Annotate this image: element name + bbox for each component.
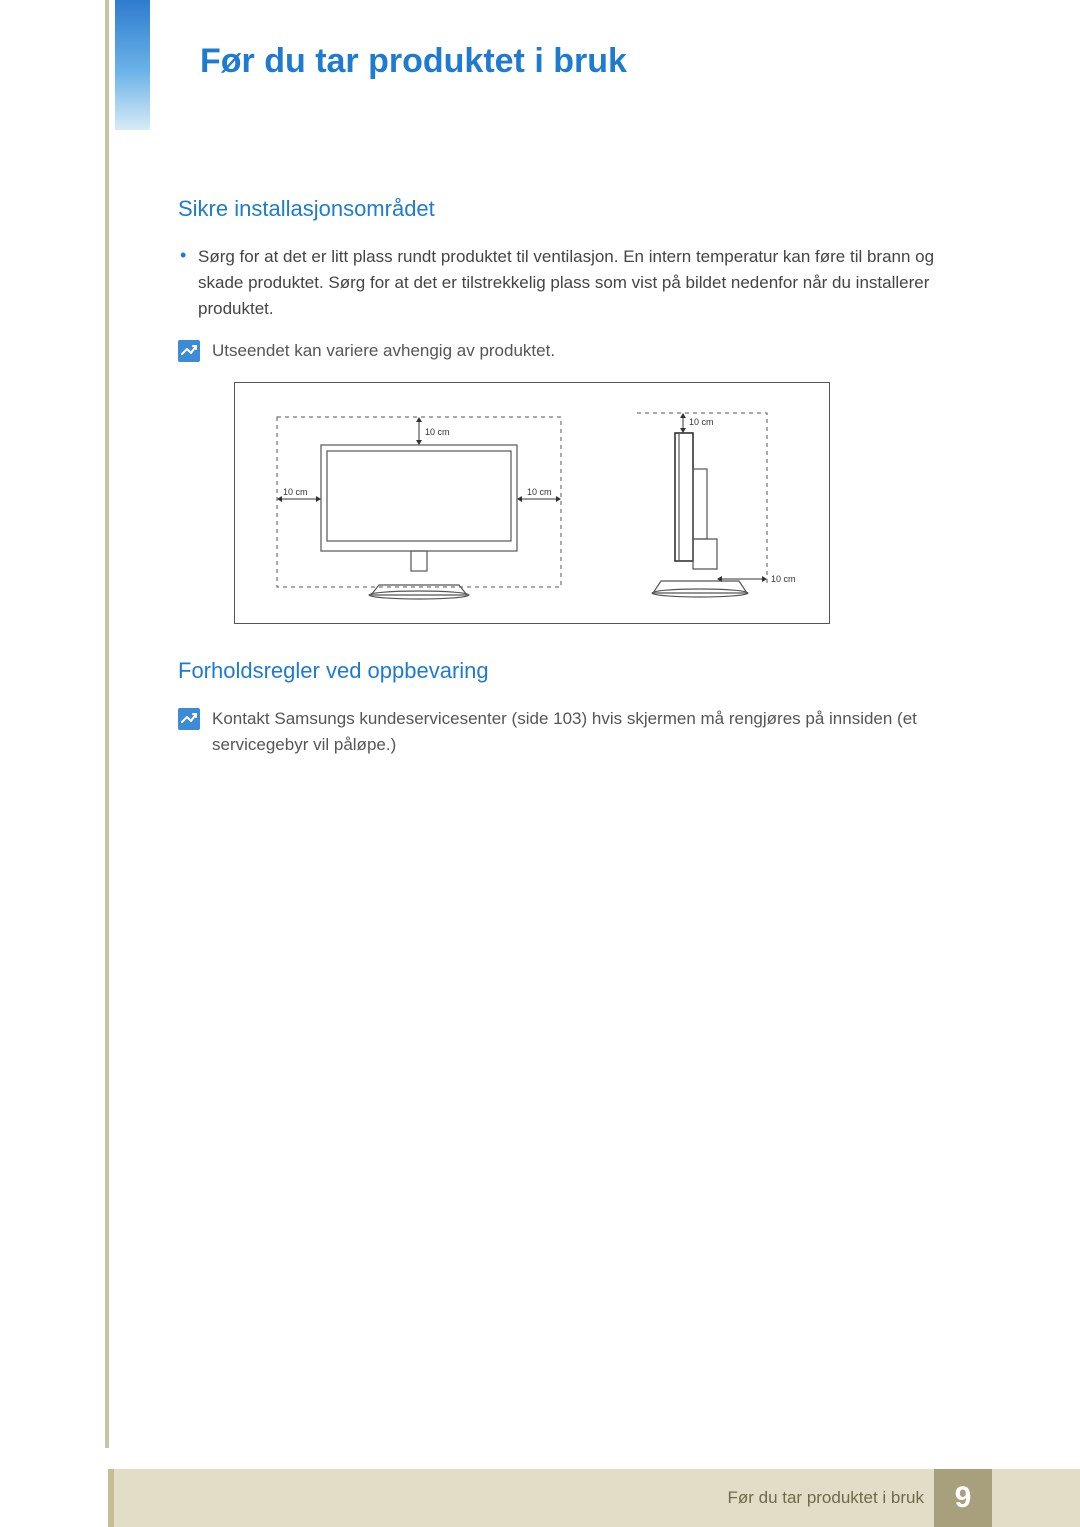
note-icon [178,708,200,730]
diagram-side-view: 10 cm 10 cm [617,399,807,609]
footer-accent-bar [108,1469,114,1527]
page: Før du tar produktet i bruk Sikre instal… [0,0,1080,1527]
note-text: Utseendet kan variere avhengig av produk… [212,338,978,364]
page-number: 9 [955,1481,972,1515]
clearance-diagram: 10 cm 10 cm 10 cm [234,382,978,624]
chapter-title: Før du tar produktet i bruk [200,42,627,81]
dim-label-side-top: 10 cm [689,417,714,427]
dim-label-left: 10 cm [283,487,308,497]
note-row: Utseendet kan variere avhengig av produk… [178,338,978,364]
note-text: Kontakt Samsungs kundeservicesenter (sid… [212,706,978,758]
bullet-item: • Sørg for at det er litt plass rundt pr… [178,244,978,322]
page-footer: Før du tar produktet i bruk 9 [0,1469,1080,1527]
bullet-dot-icon: • [178,244,198,322]
footer-caption: Før du tar produktet i bruk [727,1469,924,1527]
note-icon [178,340,200,362]
left-gradient-bar [115,0,150,130]
dim-label-top: 10 cm [425,427,450,437]
diagram-front-view: 10 cm 10 cm 10 cm [249,399,589,609]
section-heading-storage: Forholdsregler ved oppbevaring [178,658,978,684]
left-thin-bar [105,0,109,1448]
note-row: Kontakt Samsungs kundeservicesenter (sid… [178,706,978,758]
dim-label-right: 10 cm [527,487,552,497]
diagram-container: 10 cm 10 cm 10 cm [234,382,830,624]
dim-label-side-back: 10 cm [771,574,796,584]
content-area: Sikre installasjonsområdet • Sørg for at… [178,190,978,776]
bullet-text: Sørg for at det er litt plass rundt prod… [198,244,978,322]
section-heading-installation: Sikre installasjonsområdet [178,196,978,222]
page-number-box: 9 [934,1469,992,1527]
